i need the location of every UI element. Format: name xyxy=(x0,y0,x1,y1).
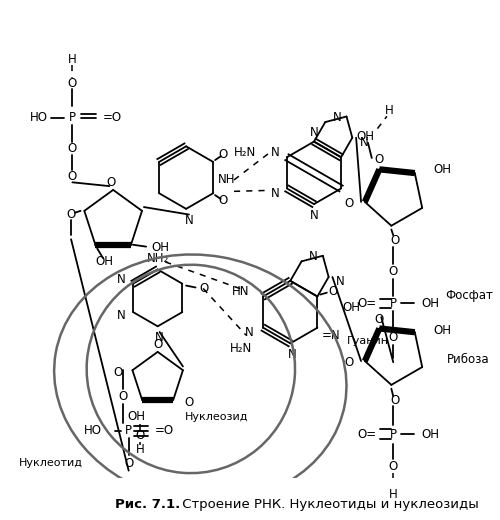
Text: OH: OH xyxy=(434,324,452,337)
Text: O: O xyxy=(390,235,400,248)
Text: O: O xyxy=(68,170,77,183)
Text: N: N xyxy=(336,275,345,288)
Text: N: N xyxy=(117,309,126,322)
Text: O: O xyxy=(184,396,194,409)
Text: HO: HO xyxy=(30,111,48,124)
Text: OH: OH xyxy=(434,163,452,176)
Text: H: H xyxy=(389,488,398,501)
Text: HN: HN xyxy=(232,285,249,298)
Text: N: N xyxy=(309,250,318,263)
Text: O: O xyxy=(388,265,398,278)
Text: H: H xyxy=(68,53,77,66)
Text: O: O xyxy=(114,366,123,379)
Text: H: H xyxy=(136,443,144,456)
Text: Нуклеозид: Нуклеозид xyxy=(184,412,248,422)
Text: OH: OH xyxy=(128,410,146,423)
Text: P: P xyxy=(390,297,396,310)
Text: Фосфат: Фосфат xyxy=(446,289,493,302)
Text: P: P xyxy=(69,111,76,124)
Text: Гуанин: Гуанин xyxy=(347,335,389,345)
Text: OH: OH xyxy=(422,427,440,440)
Text: N: N xyxy=(155,331,164,344)
Text: O: O xyxy=(153,338,162,351)
Text: Рис. 7.1.: Рис. 7.1. xyxy=(115,498,180,511)
Text: OH: OH xyxy=(422,297,440,310)
Text: =O: =O xyxy=(155,424,174,437)
Text: O: O xyxy=(68,142,77,155)
Text: O: O xyxy=(118,390,128,403)
Text: O: O xyxy=(388,460,398,473)
Text: OH: OH xyxy=(152,241,170,254)
Text: N: N xyxy=(184,214,194,227)
Text: Строение РНК. Нуклеотиды и нуклеозиды: Строение РНК. Нуклеотиды и нуклеозиды xyxy=(178,498,479,511)
Text: OH: OH xyxy=(356,129,374,142)
Text: O=: O= xyxy=(357,427,376,440)
Text: N: N xyxy=(310,209,318,222)
Text: N: N xyxy=(270,146,280,159)
Text: NH: NH xyxy=(218,174,236,187)
Text: O: O xyxy=(124,457,134,470)
Text: O=: O= xyxy=(357,297,376,310)
Text: H: H xyxy=(384,104,393,117)
Text: O: O xyxy=(218,194,228,207)
Text: OH: OH xyxy=(342,301,360,314)
Text: O: O xyxy=(68,77,77,90)
Text: N: N xyxy=(310,126,318,139)
Text: HO: HO xyxy=(84,424,102,437)
Text: O: O xyxy=(66,208,76,221)
Text: P: P xyxy=(125,424,132,437)
Text: Рибоза: Рибоза xyxy=(446,353,489,366)
Text: H₂N: H₂N xyxy=(234,146,256,159)
Text: O: O xyxy=(218,148,228,161)
Text: P: P xyxy=(390,427,396,440)
Text: O: O xyxy=(136,430,145,443)
Text: =N: =N xyxy=(322,329,340,342)
Text: O: O xyxy=(374,153,384,166)
Text: O: O xyxy=(374,313,384,326)
Text: OH: OH xyxy=(96,255,114,268)
Text: O: O xyxy=(200,282,208,295)
Text: O: O xyxy=(344,356,354,369)
Text: O: O xyxy=(106,176,116,189)
Text: Нуклеотид: Нуклеотид xyxy=(18,458,82,468)
Text: N: N xyxy=(288,348,296,361)
Text: N: N xyxy=(360,136,368,149)
Text: NH₂: NH₂ xyxy=(146,252,169,265)
Text: H₂N: H₂N xyxy=(230,342,252,355)
Text: O: O xyxy=(344,197,354,210)
Text: O: O xyxy=(390,394,400,407)
Text: N: N xyxy=(270,187,280,200)
Text: N: N xyxy=(333,111,342,124)
Text: =O: =O xyxy=(102,111,122,124)
Text: O: O xyxy=(328,285,338,298)
Text: O: O xyxy=(388,331,398,344)
Text: N: N xyxy=(117,274,126,287)
Text: N: N xyxy=(245,326,254,339)
